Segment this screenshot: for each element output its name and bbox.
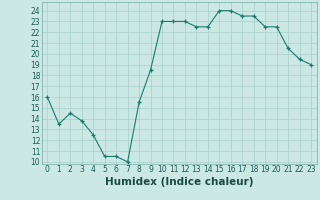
- X-axis label: Humidex (Indice chaleur): Humidex (Indice chaleur): [105, 177, 253, 187]
